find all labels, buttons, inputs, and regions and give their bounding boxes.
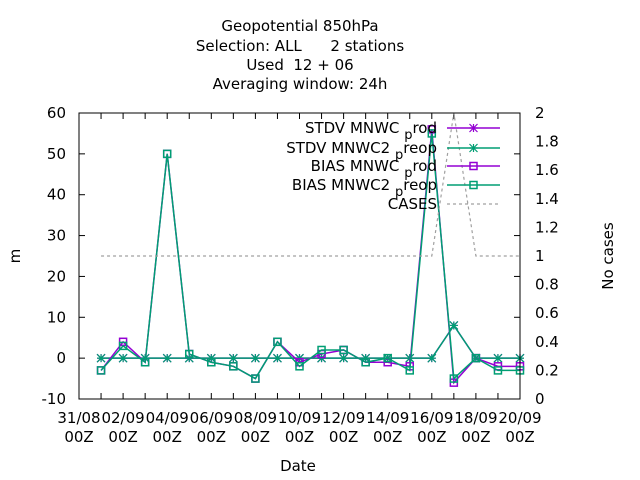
data-point bbox=[361, 357, 370, 367]
x-tick-label: 04/09 bbox=[146, 409, 189, 427]
y2-tick-label: 0.2 bbox=[535, 361, 559, 379]
y2-axis-label: No cases bbox=[599, 222, 617, 290]
data-point bbox=[140, 357, 150, 367]
series-1 bbox=[96, 321, 525, 363]
series-3 bbox=[96, 129, 525, 383]
data-point bbox=[96, 353, 106, 363]
data-point bbox=[449, 321, 459, 330]
x-tick-sublabel: 00Z bbox=[417, 428, 446, 446]
data-point bbox=[317, 345, 326, 355]
y-tick-label: 60 bbox=[47, 104, 66, 122]
x-tick-label: 18/09 bbox=[454, 409, 497, 427]
y-tick-label: 40 bbox=[47, 186, 66, 204]
chart-title-line-1: Geopotential 850hPa bbox=[221, 17, 379, 35]
series-0 bbox=[96, 321, 525, 363]
legend-label: BIAS MNWC2 preop bbox=[292, 176, 437, 200]
chart-title-line-2: Selection: ALL 2 stations bbox=[195, 37, 405, 55]
data-point bbox=[273, 353, 282, 363]
chart-title-line-4: Averaging window: 24h bbox=[212, 75, 388, 93]
data-point bbox=[493, 366, 503, 375]
x-tick-label: 12/09 bbox=[322, 409, 365, 427]
x-axis-label: Date bbox=[280, 457, 316, 475]
x-tick-label: 20/09 bbox=[498, 409, 541, 427]
plot-frame bbox=[78, 112, 521, 400]
x-tick-label: 31/08 bbox=[57, 409, 100, 427]
data-point bbox=[339, 353, 349, 363]
x-tick-label: 02/09 bbox=[101, 409, 144, 427]
x-tick-label: 06/09 bbox=[190, 409, 233, 427]
y2-tick-label: 0.4 bbox=[535, 333, 559, 351]
x-tick-sublabel: 00Z bbox=[285, 428, 314, 446]
cases-line bbox=[101, 112, 520, 257]
x-tick-sublabel: 00Z bbox=[64, 428, 93, 446]
x-tick-sublabel: 00Z bbox=[329, 428, 358, 446]
data-point bbox=[427, 353, 437, 363]
x-tick-label: 14/09 bbox=[366, 409, 409, 427]
y-tick-label: 30 bbox=[47, 227, 66, 245]
data-point bbox=[207, 357, 216, 367]
y2-tick-label: 1.2 bbox=[535, 218, 559, 236]
data-point bbox=[339, 345, 348, 355]
data-point bbox=[471, 353, 481, 363]
x-tick-sublabel: 00Z bbox=[461, 428, 490, 446]
x-tick-label: 10/09 bbox=[278, 409, 321, 427]
data-point bbox=[229, 362, 238, 371]
y2-tick-label: 0.8 bbox=[535, 276, 559, 294]
y2-tick-label: 2 bbox=[535, 104, 545, 122]
x-tick-sublabel: 00Z bbox=[241, 428, 270, 446]
data-point bbox=[405, 366, 414, 375]
legend-label: STDV MNWC2 preop bbox=[286, 139, 437, 163]
data-point bbox=[405, 353, 415, 363]
x-tick-sublabel: 00Z bbox=[153, 428, 182, 446]
axes-layer: -10 0 10 20 30 40 50 60 0 0.2 0.4 0.6 0.8 1 1.2 1.4 1.6 1… bbox=[42, 104, 559, 446]
x-tick-label: 16/09 bbox=[410, 409, 453, 427]
legend-label: CASES bbox=[388, 195, 437, 213]
series-line bbox=[100, 133, 520, 381]
y-tick-label: -10 bbox=[42, 390, 67, 408]
data-point bbox=[185, 349, 194, 359]
data-point bbox=[295, 362, 304, 371]
x-tick-label: 08/09 bbox=[234, 409, 277, 427]
series-4 bbox=[101, 112, 520, 257]
data-point bbox=[250, 353, 260, 363]
data-point bbox=[228, 353, 238, 363]
data-point bbox=[162, 149, 172, 159]
legend-marker bbox=[469, 123, 478, 133]
data-point bbox=[493, 353, 503, 363]
legend-label: STDV MNWC prod bbox=[305, 119, 437, 143]
y-tick-label: 0 bbox=[56, 349, 66, 367]
data-point bbox=[118, 341, 128, 351]
x-tick-sublabel: 00Z bbox=[373, 428, 402, 446]
data-point bbox=[162, 353, 172, 363]
series-layer bbox=[96, 112, 525, 387]
x-tick-sublabel: 00Z bbox=[505, 428, 534, 446]
y-tick-label: 20 bbox=[47, 267, 66, 285]
data-point bbox=[96, 366, 106, 375]
data-point bbox=[273, 337, 282, 347]
chart-title-line-3: Used 12 + 06 bbox=[246, 56, 354, 74]
x-tick-sublabel: 00Z bbox=[197, 428, 226, 446]
data-point bbox=[427, 129, 437, 138]
data-point bbox=[383, 353, 392, 363]
y2-tick-label: 1.6 bbox=[535, 161, 559, 179]
legend-marker bbox=[469, 180, 478, 190]
x-tick-sublabel: 00Z bbox=[108, 428, 137, 446]
y2-tick-label: 1.4 bbox=[535, 190, 559, 208]
legend-marker bbox=[469, 143, 478, 153]
y2-tick-label: 1 bbox=[535, 247, 545, 265]
y2-tick-label: 1.8 bbox=[535, 133, 559, 151]
y2-tick-label: 0.6 bbox=[535, 304, 559, 322]
y-tick-label: 50 bbox=[47, 145, 66, 163]
legend-label: BIAS MNWC prod bbox=[311, 157, 437, 181]
series-line bbox=[101, 324, 520, 359]
y2-tick-label: 0 bbox=[535, 390, 545, 408]
data-point bbox=[118, 353, 128, 363]
y-tick-label: 10 bbox=[47, 308, 66, 326]
legend-marker bbox=[469, 161, 478, 171]
data-point bbox=[251, 374, 260, 383]
data-point bbox=[449, 374, 459, 383]
y-axis-label: m bbox=[6, 249, 24, 264]
